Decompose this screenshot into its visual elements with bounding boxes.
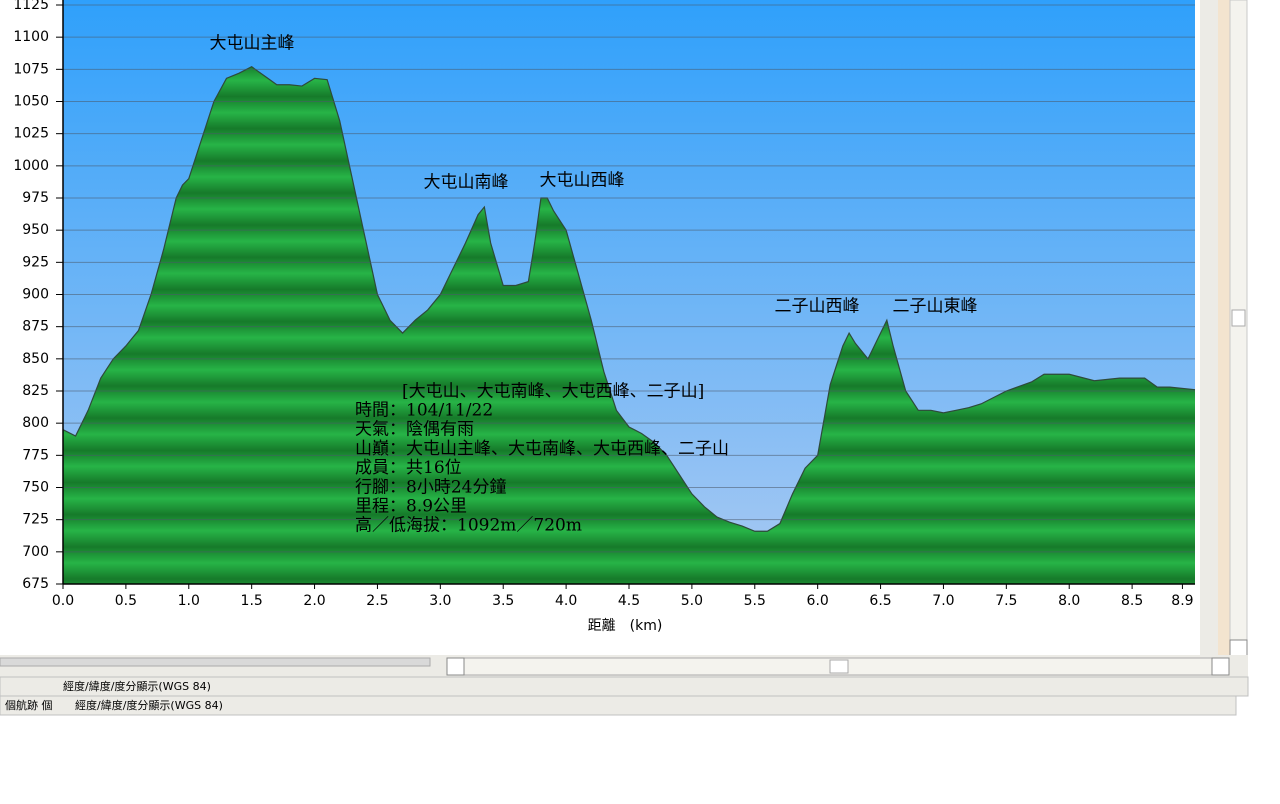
info-line: 天氣：陰偶有雨: [355, 420, 474, 440]
x-tick-label: 2.0: [303, 593, 325, 609]
x-tick-label: 4.5: [618, 593, 640, 609]
y-tick-label: 800: [22, 415, 49, 431]
x-tick-label: 5.0: [681, 593, 703, 609]
y-tick-label: 675: [22, 576, 49, 592]
y-tick-label: 875: [22, 319, 49, 335]
left-scrollbar[interactable]: [0, 657, 431, 667]
x-tick-label: 2.5: [366, 593, 388, 609]
info-line: 里程：8.9公里: [355, 497, 467, 517]
y-tick-label: 775: [22, 447, 49, 463]
scroll-down[interactable]: [1229, 639, 1248, 657]
y-tick-label: 1050: [13, 94, 49, 110]
panel-border: [1200, 0, 1218, 655]
x-tick-label: 5.5: [744, 593, 766, 609]
y-tick-label: 750: [22, 480, 49, 496]
peak-label: 二子山西峰: [775, 297, 860, 317]
scroll-thumb[interactable]: [1231, 309, 1246, 327]
status-text: 個航跡 個: [5, 698, 53, 712]
x-axis-label: 距離 (km): [588, 617, 663, 634]
y-tick-label: 1100: [13, 29, 49, 45]
info-line: 高／低海拔：1092m／720m: [355, 516, 582, 536]
y-tick-label: 825: [22, 383, 49, 399]
y-tick-label: 925: [22, 254, 49, 270]
info-line: 成員：共16位: [355, 458, 462, 478]
status-text: 經度/緯度/度分顯示(WGS 84): [63, 679, 211, 693]
y-tick-label: 950: [22, 222, 49, 238]
x-tick-label: 1.0: [178, 593, 200, 609]
y-tick-label: 850: [22, 351, 49, 367]
info-title: [大屯山、大屯南峰、大屯西峰、二子山]: [402, 382, 704, 402]
y-tick-label: 1125: [13, 0, 49, 13]
vertical-scrollbar[interactable]: [1229, 0, 1248, 656]
status-text: 經度/緯度/度分顯示(WGS 84): [75, 698, 223, 712]
x-tick-label: 7.0: [932, 593, 954, 609]
y-tick-label: 975: [22, 190, 49, 206]
y-tick-label: 900: [22, 287, 49, 303]
y-tick-label: 1025: [13, 126, 49, 142]
x-tick-label: 7.5: [995, 593, 1017, 609]
x-tick-label: 6.0: [807, 593, 829, 609]
y-tick-label: 725: [22, 512, 49, 528]
peak-label: 二子山東峰: [893, 297, 978, 317]
status-bar: [0, 695, 1237, 716]
x-tick-label: 4.0: [555, 593, 577, 609]
y-tick-label: 1075: [13, 61, 49, 77]
x-tick-label: 0.5: [115, 593, 137, 609]
x-tick-label: 8.9: [1171, 593, 1193, 609]
elevation-line: [62, 66, 1196, 532]
y-tick-label: 1000: [13, 158, 49, 174]
info-line: 時間：104/11/22: [355, 401, 493, 421]
x-tick-label: 0.0: [52, 593, 74, 609]
peak-label: 大屯山南峰: [424, 173, 509, 193]
info-line: 行腳：8小時24分鐘: [355, 477, 506, 497]
x-tick-label: 3.0: [429, 593, 451, 609]
peak-label: 大屯山西峰: [540, 171, 625, 191]
h-scroll-thumb[interactable]: [829, 659, 849, 674]
x-tick-label: 8.0: [1058, 593, 1080, 609]
peak-label: 大屯山主峰: [210, 34, 295, 54]
x-tick-label: 1.5: [241, 593, 263, 609]
elevation-area: [63, 66, 1195, 584]
x-tick-label: 8.5: [1121, 593, 1143, 609]
map-strip: [1218, 0, 1230, 655]
scroll-left[interactable]: [446, 657, 465, 676]
scroll-right[interactable]: [1211, 657, 1230, 676]
x-tick-label: 6.5: [869, 593, 891, 609]
x-tick-label: 3.5: [492, 593, 514, 609]
y-tick-label: 700: [22, 544, 49, 560]
info-line: 山巔：大屯山主峰、大屯南峰、大屯西峰、二子山: [355, 439, 729, 459]
